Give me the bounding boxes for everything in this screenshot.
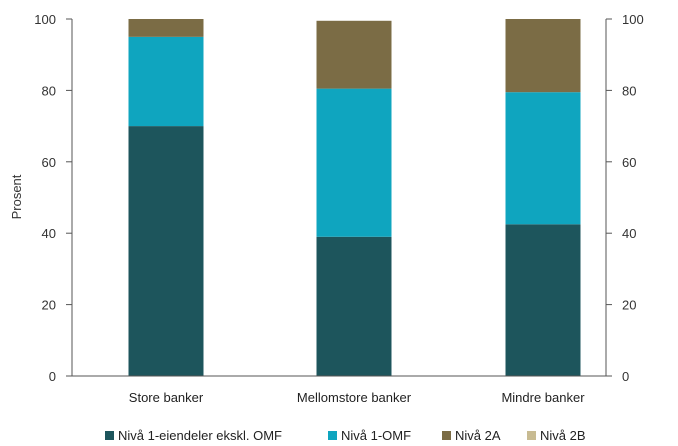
- y-tick-label-left: 100: [34, 12, 56, 27]
- legend-label: Nivå 1-eiendeler ekskl. OMF: [118, 428, 282, 443]
- legend-swatch: [328, 431, 337, 440]
- legend-item: Nivå 2A: [442, 428, 501, 443]
- y-tick-label-right: 80: [622, 83, 636, 98]
- y-tick-label-left: 60: [42, 155, 56, 170]
- legend-item: Nivå 2B: [527, 428, 586, 443]
- legend-item: Nivå 1-eiendeler ekskl. OMF: [105, 428, 282, 443]
- legend-swatch: [105, 431, 114, 440]
- bar-segment: [128, 19, 204, 37]
- bar-segment: [316, 236, 392, 376]
- y-tick-label-right: 40: [622, 226, 636, 241]
- bar-segment: [128, 36, 204, 127]
- bar-segment: [505, 19, 581, 93]
- y-tick-label-right: 0: [622, 369, 629, 384]
- y-tick-label-left: 20: [42, 298, 56, 313]
- x-category-label: Mellomstore banker: [297, 390, 412, 405]
- legend-label: Nivå 2A: [455, 428, 501, 443]
- y-tick-label-right: 60: [622, 155, 636, 170]
- legend-swatch: [527, 431, 536, 440]
- legend: Nivå 1-eiendeler ekskl. OMF Nivå 1-OMF Niv…: [105, 428, 586, 443]
- bar-segment: [316, 20, 392, 89]
- bar-segment: [128, 126, 204, 376]
- bar-segment: [316, 88, 392, 237]
- y-tick-label-right: 100: [622, 12, 644, 27]
- y-tick-label-left: 0: [49, 369, 56, 384]
- y-tick-label-left: 80: [42, 83, 56, 98]
- y-tick-label-right: 20: [622, 298, 636, 313]
- y-axis-title: Prosent: [9, 174, 24, 219]
- y-tick-label-left: 40: [42, 226, 56, 241]
- legend-swatch: [442, 431, 451, 440]
- bar-segment: [505, 92, 581, 225]
- legend-item: Nivå 1-OMF: [328, 428, 411, 443]
- axes-layer: 0 0 20 20 40 40 60 60 80 80 100 100 Store banker Mell…: [34, 12, 643, 405]
- x-category-label: Store banker: [129, 390, 204, 405]
- bar-segment: [505, 224, 581, 376]
- x-category-label: Mindre banker: [501, 390, 585, 405]
- legend-label: Nivå 1-OMF: [341, 428, 411, 443]
- legend-label: Nivå 2B: [540, 428, 586, 443]
- bars-layer: [128, 19, 581, 376]
